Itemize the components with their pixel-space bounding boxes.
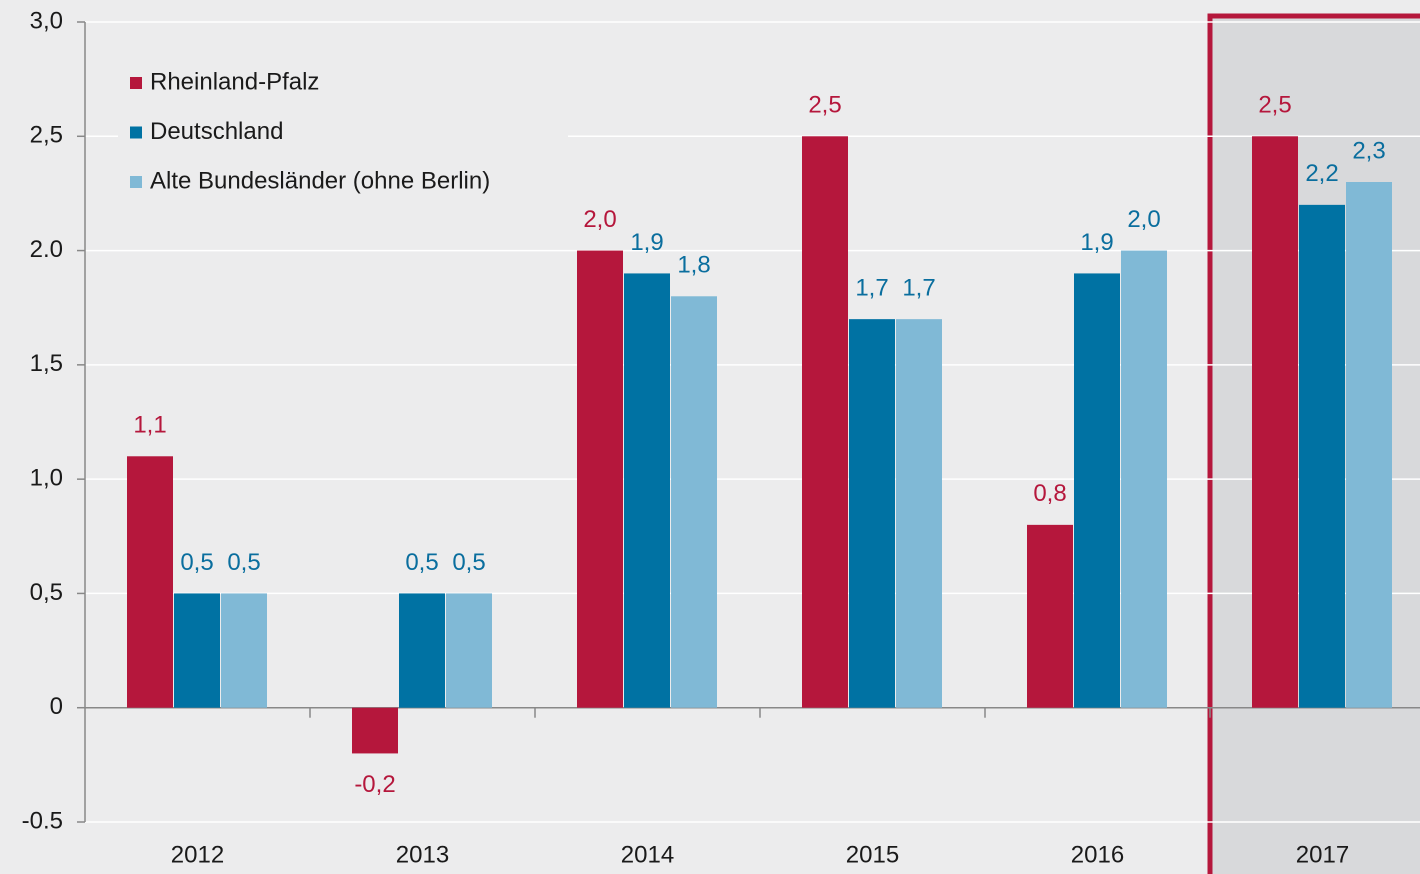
value-label: 2,2 <box>1305 160 1338 187</box>
y-tick-label: 2,5 <box>30 122 63 149</box>
y-tick-label: 1,5 <box>30 350 63 377</box>
legend-swatch <box>130 126 142 139</box>
value-label: 1,7 <box>855 274 888 301</box>
legend-swatch <box>130 77 142 89</box>
value-label: 0,5 <box>227 549 260 576</box>
value-label: 1,1 <box>133 412 166 439</box>
legend-label: Rheinland-Pfalz <box>150 68 319 95</box>
bar <box>1121 250 1167 708</box>
bar <box>1074 273 1120 708</box>
value-label: 2,0 <box>1127 206 1160 233</box>
value-label: 2,0 <box>583 206 616 233</box>
value-label: 0,5 <box>452 549 485 576</box>
bar <box>399 593 445 708</box>
bar <box>1346 182 1392 708</box>
value-label: 1,7 <box>902 274 935 301</box>
value-label: 1,9 <box>630 229 663 256</box>
value-label: 2,5 <box>1258 92 1291 119</box>
y-tick-label: 0,5 <box>30 579 63 606</box>
y-tick-label: 1,0 <box>30 464 63 491</box>
x-tick-label: 2012 <box>171 841 224 868</box>
bar <box>896 319 942 708</box>
bar <box>174 593 220 708</box>
bar <box>671 296 717 708</box>
value-label: 2,3 <box>1352 137 1385 164</box>
bar <box>1299 204 1345 708</box>
legend-box <box>118 58 568 208</box>
x-tick-label: 2013 <box>396 841 449 868</box>
value-label: 0,5 <box>180 549 213 576</box>
value-label: 0,5 <box>405 549 438 576</box>
bar <box>577 250 623 708</box>
x-tick-label: 2016 <box>1071 841 1124 868</box>
bar <box>127 456 173 708</box>
bar <box>352 707 398 754</box>
bar <box>802 136 848 708</box>
x-tick-label: 2015 <box>846 841 899 868</box>
bar <box>624 273 670 708</box>
bar <box>446 593 492 708</box>
y-tick-label: 3,0 <box>30 7 63 34</box>
y-tick-label: -0.5 <box>22 807 63 834</box>
legend-label: Alte Bundesländer (ohne Berlin) <box>150 167 490 194</box>
y-tick-label: 0 <box>50 693 63 720</box>
value-label: 0,8 <box>1033 480 1066 507</box>
x-tick-label: 2017 <box>1296 841 1349 868</box>
value-label: -0,2 <box>354 771 395 798</box>
highlight-border <box>1207 13 1420 874</box>
value-label: 1,8 <box>677 252 710 279</box>
value-label: 1,9 <box>1080 229 1113 256</box>
bar <box>221 593 267 708</box>
bar <box>849 319 895 708</box>
value-label: 2,5 <box>808 92 841 119</box>
x-tick-label: 2014 <box>621 841 674 868</box>
bar <box>1252 136 1298 708</box>
bar <box>1027 524 1073 708</box>
legend-label: Deutschland <box>150 118 283 145</box>
y-tick-label: 2.0 <box>30 236 63 263</box>
legend-swatch <box>130 176 142 188</box>
